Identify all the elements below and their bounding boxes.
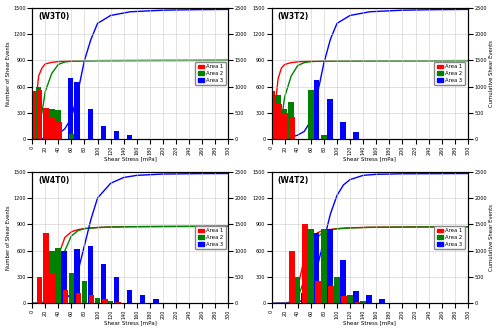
Bar: [95, 298, 100, 304]
Bar: [340, 122, 345, 139]
Bar: [50, 273, 55, 304]
Bar: [153, 299, 158, 304]
Bar: [121, 303, 126, 304]
Bar: [276, 95, 281, 139]
Bar: [74, 249, 80, 304]
Y-axis label: Number of Shear Events: Number of Shear Events: [6, 41, 10, 106]
Bar: [282, 109, 288, 139]
Bar: [115, 302, 120, 304]
Bar: [56, 122, 62, 139]
Bar: [366, 295, 372, 304]
Bar: [49, 251, 54, 304]
Bar: [289, 251, 294, 304]
Legend: Area 1, Area 2, Area 3: Area 1, Area 2, Area 3: [195, 226, 226, 249]
Bar: [127, 135, 132, 139]
Bar: [276, 104, 281, 139]
Bar: [68, 134, 74, 139]
X-axis label: Shear Stress [mPa]: Shear Stress [mPa]: [344, 320, 396, 325]
Bar: [308, 90, 314, 139]
Bar: [62, 290, 68, 304]
Bar: [327, 99, 332, 139]
X-axis label: Shear Stress [mPa]: Shear Stress [mPa]: [344, 156, 396, 161]
Bar: [108, 301, 114, 304]
Bar: [301, 293, 306, 304]
Bar: [315, 281, 321, 304]
Bar: [314, 233, 320, 304]
Bar: [100, 264, 106, 304]
Bar: [24, 29, 29, 139]
Bar: [360, 301, 366, 304]
Bar: [308, 229, 314, 304]
Bar: [270, 91, 275, 139]
Bar: [30, 91, 36, 139]
Bar: [140, 295, 145, 304]
Text: (W3T0): (W3T0): [38, 12, 69, 21]
Bar: [340, 260, 345, 304]
Bar: [127, 290, 132, 304]
Bar: [353, 291, 359, 304]
Bar: [89, 295, 94, 304]
Text: (W4T0): (W4T0): [38, 176, 69, 185]
Bar: [289, 118, 294, 139]
Bar: [354, 302, 360, 304]
Bar: [295, 277, 300, 304]
Bar: [281, 126, 286, 139]
Legend: Area 1, Area 2, Area 3: Area 1, Area 2, Area 3: [434, 62, 466, 85]
Bar: [62, 251, 67, 304]
Text: (W3T2): (W3T2): [278, 12, 308, 21]
Y-axis label: Cumulative Shear Events: Cumulative Shear Events: [490, 40, 494, 107]
X-axis label: Shear Stress [mPa]: Shear Stress [mPa]: [104, 320, 156, 325]
Bar: [82, 281, 87, 304]
Legend: Area 1, Area 2, Area 3: Area 1, Area 2, Area 3: [434, 226, 466, 249]
Bar: [348, 295, 353, 304]
Bar: [88, 109, 93, 139]
Bar: [327, 229, 332, 304]
X-axis label: Shear Stress [mPa]: Shear Stress [mPa]: [104, 156, 156, 161]
Bar: [353, 132, 359, 139]
Bar: [380, 299, 385, 304]
Bar: [68, 78, 73, 139]
Bar: [43, 108, 49, 139]
Bar: [114, 277, 119, 304]
Bar: [36, 87, 42, 139]
Bar: [74, 82, 80, 139]
Y-axis label: Number of Shear Events: Number of Shear Events: [6, 205, 10, 270]
Bar: [49, 109, 54, 139]
Y-axis label: Cumulative Shear Events: Cumulative Shear Events: [490, 204, 494, 271]
Bar: [68, 273, 74, 304]
Bar: [314, 79, 320, 139]
Bar: [50, 118, 55, 139]
Bar: [88, 246, 93, 304]
Bar: [43, 233, 49, 304]
Bar: [288, 102, 294, 139]
Bar: [263, 34, 268, 139]
Bar: [334, 277, 340, 304]
Bar: [100, 126, 106, 139]
Bar: [321, 229, 326, 304]
Bar: [342, 296, 347, 304]
Bar: [282, 113, 288, 139]
Bar: [76, 293, 82, 304]
Text: (W4T2): (W4T2): [278, 176, 308, 185]
Bar: [56, 248, 61, 304]
Bar: [302, 224, 308, 304]
Bar: [328, 286, 334, 304]
Bar: [114, 130, 119, 139]
Legend: Area 1, Area 2, Area 3: Area 1, Area 2, Area 3: [195, 62, 226, 85]
Bar: [102, 299, 108, 304]
Bar: [321, 135, 326, 139]
Bar: [36, 90, 42, 139]
Bar: [56, 110, 61, 139]
Bar: [36, 277, 42, 304]
